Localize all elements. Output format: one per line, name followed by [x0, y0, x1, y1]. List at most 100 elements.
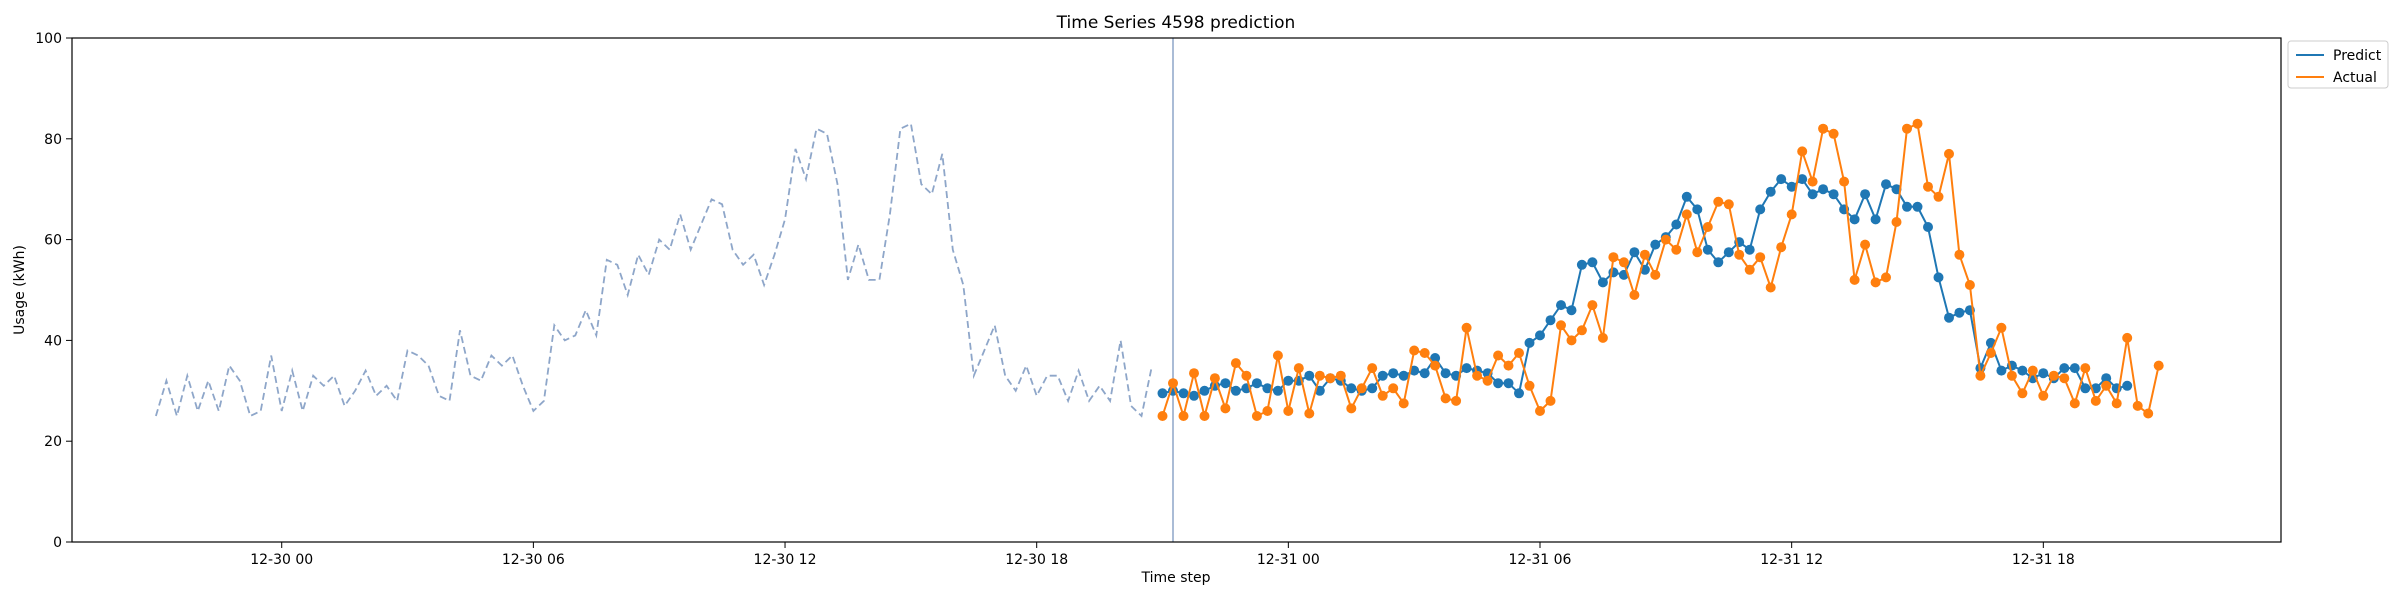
y-tick-label: 60	[44, 233, 62, 249]
predict-point	[1765, 186, 1776, 197]
actual-point	[1933, 191, 1944, 202]
actual-point	[1912, 118, 1923, 129]
x-tick-label: 12-31 18	[2012, 552, 2075, 568]
predict-point	[1430, 353, 1441, 363]
actual-point	[1566, 335, 1577, 346]
predict-point	[1419, 368, 1430, 379]
predict-point	[1797, 174, 1808, 185]
actual-point	[1713, 196, 1724, 207]
actual-point	[1702, 222, 1713, 232]
legend-actual-label: Actual	[2333, 70, 2377, 86]
actual-point	[2059, 373, 2070, 384]
predict-point	[1535, 330, 1545, 341]
predict-point	[1828, 189, 1839, 200]
actual-point	[1597, 332, 1608, 343]
predict-point	[1713, 257, 1724, 268]
actual-point	[1765, 282, 1776, 293]
actual-point	[1776, 242, 1787, 253]
predict-point	[1912, 201, 1923, 212]
actual-point	[1734, 249, 1745, 260]
actual-point	[1272, 350, 1283, 361]
x-axis: 12-30 00 12-30 06 12-30 12 12-30 18 12-31 00…	[250, 542, 2075, 568]
predict-point	[1954, 307, 1965, 318]
x-tick-label: 12-30 06	[502, 552, 565, 568]
actual-point	[1440, 393, 1451, 404]
predict-point	[1944, 312, 1954, 323]
actual-point	[1535, 406, 1545, 416]
predict-point	[1545, 315, 1556, 326]
predict-point	[1702, 244, 1713, 255]
actual-point	[1178, 411, 1189, 421]
predict-point	[1818, 184, 1829, 195]
actual-point	[1251, 411, 1262, 421]
actual-point	[1304, 408, 1315, 419]
actual-point	[1797, 146, 1808, 157]
predict-point	[1807, 189, 1818, 200]
actual-point	[1629, 290, 1640, 300]
actual-point	[1230, 358, 1241, 369]
actual-point	[1388, 383, 1399, 394]
legend: Predict Actual	[2287, 40, 2389, 89]
actual-point	[1881, 272, 1891, 283]
y-tick-label: 20	[44, 434, 62, 450]
predict-point	[1388, 368, 1399, 379]
predict-point	[1566, 305, 1577, 316]
chart-title: Time Series 4598 prediction	[1056, 13, 1296, 33]
actual-point	[1964, 280, 1975, 290]
predict-point	[1923, 222, 1933, 232]
predict-point	[2038, 368, 2049, 379]
predict-point	[1629, 247, 1640, 258]
actual-point	[1786, 209, 1797, 220]
actual-point	[2111, 398, 2122, 409]
predict-point	[2017, 365, 2028, 376]
predict-point	[1398, 370, 1409, 381]
actual-point	[1514, 348, 1524, 358]
actual-point	[1608, 252, 1619, 263]
actual-point	[1168, 378, 1178, 389]
predict-point	[1870, 214, 1881, 225]
actual-point	[1902, 123, 1912, 134]
predict-point	[1723, 247, 1734, 258]
predict-point	[1514, 388, 1524, 399]
predict-point	[1178, 388, 1189, 399]
actual-point	[1430, 360, 1441, 371]
x-tick-label: 12-30 00	[250, 552, 313, 568]
x-tick-label: 12-30 18	[1005, 552, 1068, 568]
actual-point	[1189, 368, 1199, 379]
predict-point	[1996, 365, 2007, 376]
actual-point	[1891, 217, 1902, 227]
actual-point	[1985, 348, 1996, 358]
actual-point	[1451, 395, 1462, 406]
actual-point	[1944, 148, 1954, 159]
x-axis-label: Time step	[1141, 570, 1211, 586]
predict-point	[1220, 378, 1231, 389]
predict-point	[1849, 214, 1860, 225]
predict-point	[1576, 259, 1587, 270]
predict-point	[1860, 189, 1871, 200]
actual-point	[1199, 411, 1210, 421]
legend-predict-label: Predict	[2333, 48, 2382, 64]
actual-point	[1419, 348, 1430, 358]
x-tick-label: 12-31 00	[1257, 552, 1320, 568]
x-tick-label: 12-31 12	[1760, 552, 1823, 568]
predict-point	[2069, 363, 2080, 374]
predict-point	[2101, 373, 2112, 384]
actual-point	[1587, 300, 1598, 311]
predict-point	[1755, 204, 1766, 215]
actual-point	[1723, 199, 1734, 210]
actual-point	[1367, 363, 1378, 374]
actual-point	[1293, 363, 1304, 374]
actual-point	[1755, 252, 1766, 263]
predict-point	[1346, 383, 1357, 394]
predict-point	[1587, 257, 1598, 268]
predict-point	[1671, 219, 1682, 230]
actual-point	[1618, 257, 1629, 268]
actual-point	[1493, 350, 1504, 361]
actual-point	[1503, 360, 1514, 371]
actual-point	[2080, 363, 2091, 374]
actual-point	[1639, 249, 1650, 260]
actual-point	[1157, 411, 1168, 421]
predict-point	[1377, 370, 1388, 381]
actual-point	[1409, 345, 1420, 356]
